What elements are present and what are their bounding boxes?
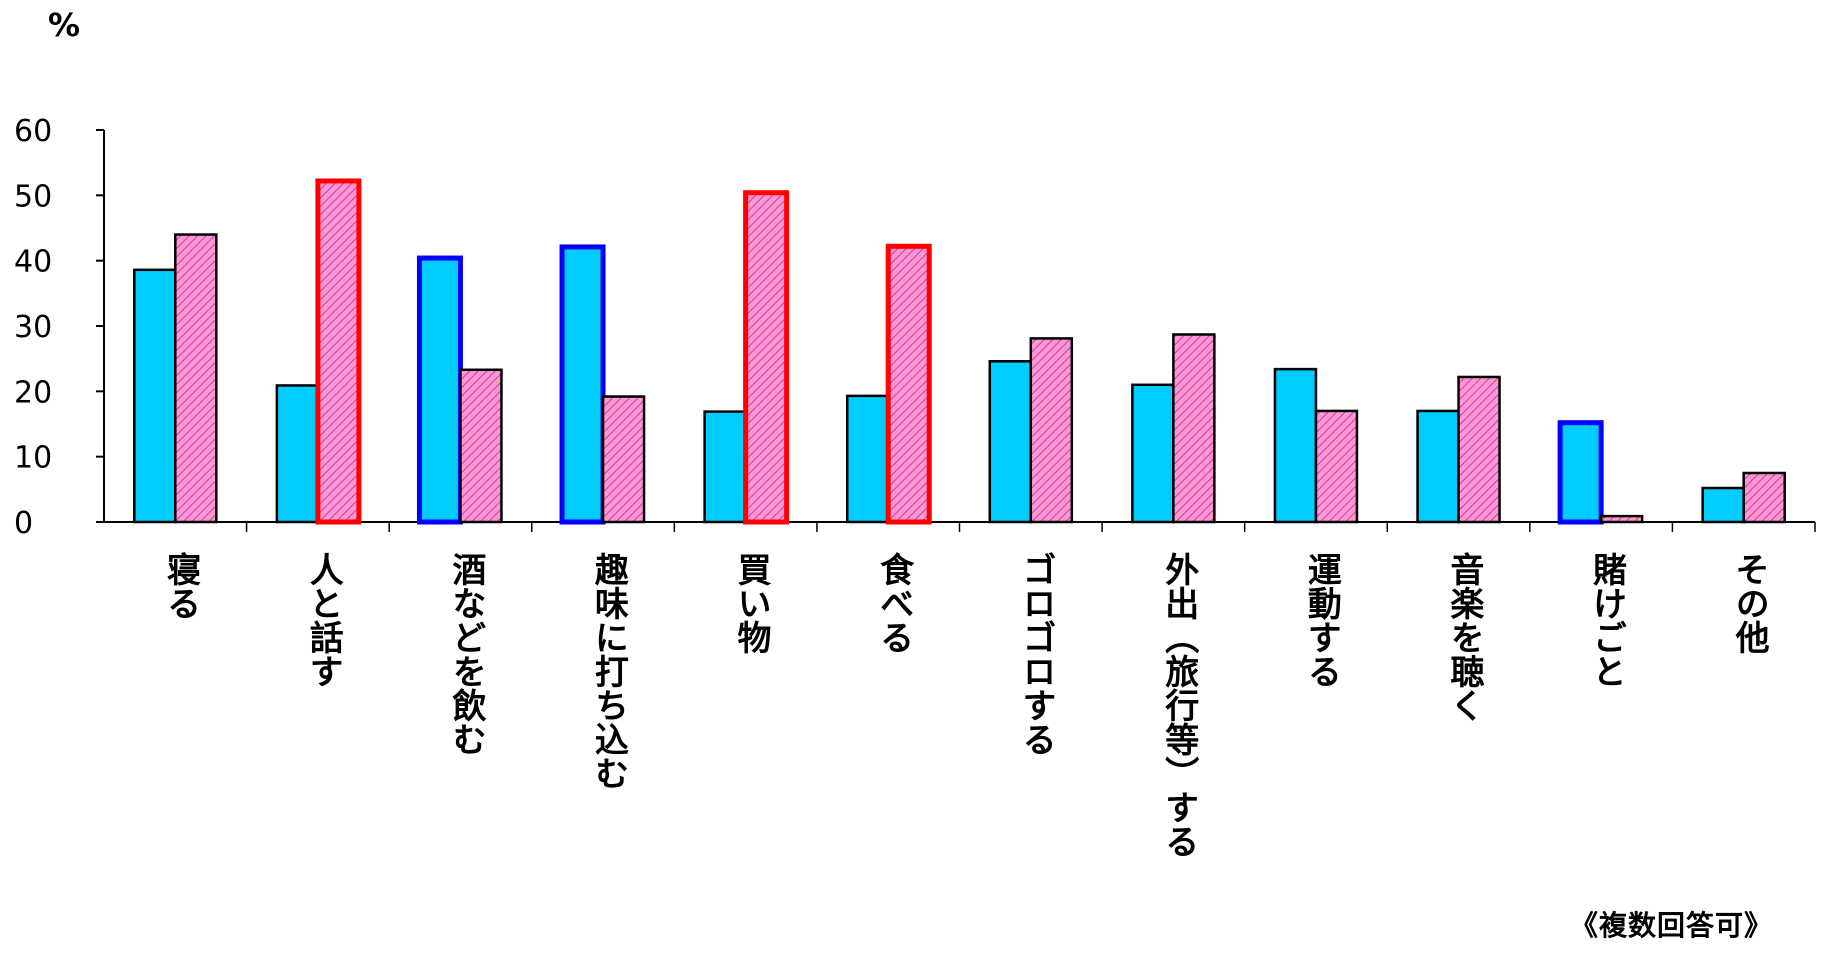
y-tick-label: 50 (14, 179, 52, 214)
y-tick-label: 10 (14, 441, 52, 476)
bar-series1 (845, 394, 890, 524)
bar-series2 (1742, 471, 1786, 524)
x-category-label: ゴロゴロする (1016, 552, 1057, 756)
y-tick-label: 0 (14, 506, 33, 541)
x-category-label: 食べる (873, 552, 914, 654)
x-category-label: 酒などを飲む (445, 552, 486, 756)
bar-series1 (1557, 420, 1604, 525)
multiple-answer-note: 《複数回答可》 (1570, 909, 1774, 942)
bar-series1 (133, 268, 177, 524)
x-category-label: 趣味に打ち込む (588, 552, 629, 790)
bar-series1 (275, 384, 320, 524)
x-category-label: 運動する (1301, 552, 1342, 688)
bar-series2 (459, 368, 503, 524)
bar-series2 (601, 395, 646, 524)
y-unit-label: % (48, 6, 81, 44)
bar-series2 (1314, 409, 1359, 524)
axes: 60 50 40 30 20 10 0 (14, 114, 1816, 541)
y-tick-label: 40 (14, 245, 52, 280)
bar-series1 (703, 410, 747, 524)
x-category-label: 買い物 (731, 552, 772, 654)
bar-series1 (1416, 409, 1460, 524)
x-category-label: その他 (1729, 552, 1770, 654)
y-tick-label: 60 (14, 114, 52, 149)
x-category-label: 賭けごと (1586, 552, 1627, 688)
bar-series2 (1599, 514, 1644, 524)
bar-series2 (1029, 337, 1074, 524)
bars (133, 178, 1786, 525)
x-category-label: 寝る (160, 552, 201, 620)
bar-series2 (885, 243, 932, 525)
bar-series2 (174, 233, 218, 524)
bar-series2 (743, 190, 790, 525)
bar-series2 (315, 178, 362, 525)
bar-series2 (1172, 333, 1216, 524)
y-tick-label: 30 (14, 310, 52, 345)
bar-series1 (1131, 383, 1175, 524)
y-tick-label: 20 (14, 375, 52, 410)
x-category-label: 音楽を聴く (1443, 552, 1484, 722)
bar-series1 (1701, 486, 1745, 524)
bar-series2 (1457, 375, 1501, 524)
bar-series1 (416, 255, 463, 525)
bar-series1 (1273, 367, 1318, 524)
x-category-label: 人と話す (303, 552, 344, 688)
bar-series1 (988, 360, 1033, 524)
bar-series1 (559, 244, 606, 525)
x-category-label: 外出（旅行等）する (1158, 552, 1199, 858)
